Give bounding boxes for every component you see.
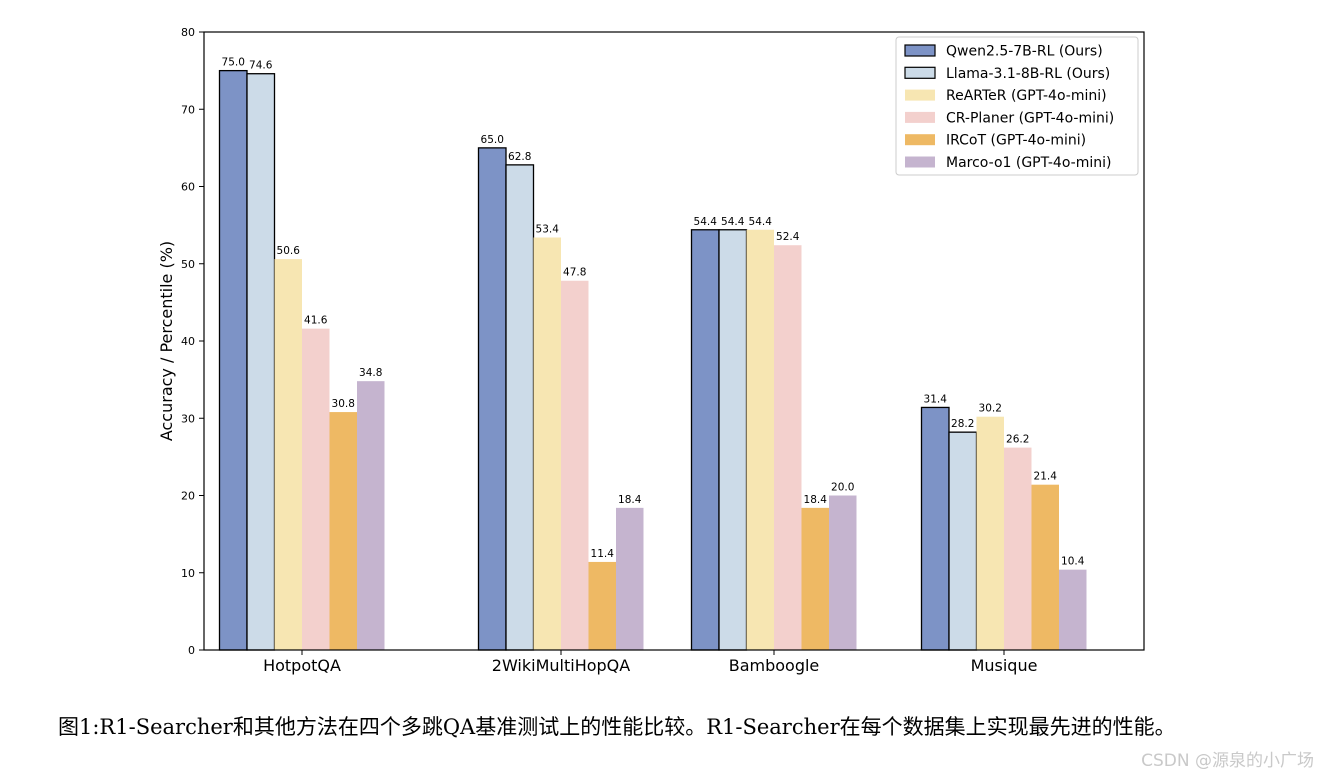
data-label: 65.0 xyxy=(481,134,504,146)
legend-swatch xyxy=(905,156,935,168)
legend-swatch xyxy=(904,44,936,57)
data-label: 21.4 xyxy=(1034,471,1058,483)
legend-swatch xyxy=(904,66,936,79)
data-label: 18.4 xyxy=(618,494,642,506)
bar xyxy=(274,259,302,650)
bar xyxy=(588,561,616,650)
x-tick-label: Bamboogle xyxy=(729,656,820,675)
bar xyxy=(920,406,950,651)
bar xyxy=(505,164,535,651)
bar xyxy=(690,229,720,651)
data-label: 54.4 xyxy=(721,216,745,228)
data-label: 34.8 xyxy=(359,367,382,379)
data-label: 47.8 xyxy=(563,267,586,279)
data-label: 54.4 xyxy=(694,216,718,228)
legend-label: ReARTeR (GPT-4o-mini) xyxy=(946,88,1107,104)
data-label: 11.4 xyxy=(591,548,615,560)
legend-label: Marco-o1 (GPT-4o-mini) xyxy=(946,155,1111,171)
bar xyxy=(1059,569,1087,650)
data-label: 75.0 xyxy=(222,57,245,69)
bar xyxy=(533,237,561,651)
bar xyxy=(477,147,507,651)
bar xyxy=(976,416,1004,650)
legend-swatch xyxy=(905,89,935,101)
data-label: 62.8 xyxy=(508,151,531,163)
y-tick-label: 30 xyxy=(181,412,195,425)
bar xyxy=(561,280,589,650)
data-label: 30.8 xyxy=(332,398,355,410)
bar xyxy=(801,507,829,650)
bar xyxy=(1004,447,1032,650)
y-axis-label: Accuracy / Percentile (%) xyxy=(157,241,176,441)
y-tick-label: 70 xyxy=(181,103,195,116)
y-tick-label: 40 xyxy=(181,335,195,348)
data-label: 30.2 xyxy=(979,403,1002,415)
bar xyxy=(329,412,357,650)
legend-label: Qwen2.5-7B-RL (Ours) xyxy=(946,44,1103,60)
legend-label: Llama-3.1-8B-RL (Ours) xyxy=(946,66,1110,82)
data-label: 41.6 xyxy=(304,315,328,327)
legend-label: IRCoT (GPT-4o-mini) xyxy=(946,133,1086,149)
data-label: 53.4 xyxy=(536,223,560,235)
watermark: CSDN @源泉的小广场 xyxy=(1141,751,1314,771)
legend: Qwen2.5-7B-RL (Ours) Llama-3.1-8B-RL (Our… xyxy=(895,36,1139,176)
data-label: 26.2 xyxy=(1006,434,1029,446)
legend-swatch xyxy=(905,111,935,123)
bar xyxy=(302,328,330,650)
y-tick-label: 10 xyxy=(181,567,195,580)
bar xyxy=(218,69,248,651)
bar xyxy=(774,245,802,650)
bar xyxy=(948,431,978,651)
bar xyxy=(1031,484,1059,650)
data-label: 74.6 xyxy=(249,60,273,72)
data-label: 18.4 xyxy=(804,494,828,506)
bar xyxy=(746,229,774,650)
figure-caption: 图1:R1-Searcher和其他方法在四个多跳QA基准测试上的性能比较。R1-… xyxy=(58,715,1176,739)
y-tick-label: 80 xyxy=(181,26,195,39)
legend-box xyxy=(895,36,1139,176)
y-tick-label: 50 xyxy=(181,258,195,271)
y-tick-label: 0 xyxy=(188,644,195,657)
legend-swatch xyxy=(905,134,935,146)
x-tick-label: HotpotQA xyxy=(263,656,341,675)
legend-label: CR-Planer (GPT-4o-mini) xyxy=(946,110,1114,126)
x-tick-label: 2WikiMultiHopQA xyxy=(492,656,630,675)
bar-chart: 75.0 74.6 50.6 41.6 30.8 34.8 65.0 62.8 53.4 47.8… xyxy=(157,26,1145,675)
x-tick-label: Musique xyxy=(971,656,1038,675)
y-tick-label: 60 xyxy=(181,181,195,194)
data-label: 50.6 xyxy=(277,245,301,257)
bar xyxy=(246,73,276,651)
y-tick-label: 20 xyxy=(181,490,195,503)
data-label: 28.2 xyxy=(951,418,974,430)
bar xyxy=(357,381,385,650)
data-label: 10.4 xyxy=(1061,556,1085,568)
data-label: 52.4 xyxy=(776,231,800,243)
data-label: 20.0 xyxy=(831,482,854,494)
bar xyxy=(718,229,748,651)
bar xyxy=(829,495,857,650)
bar xyxy=(616,507,644,650)
data-label: 31.4 xyxy=(924,393,948,405)
data-label: 54.4 xyxy=(749,216,773,228)
